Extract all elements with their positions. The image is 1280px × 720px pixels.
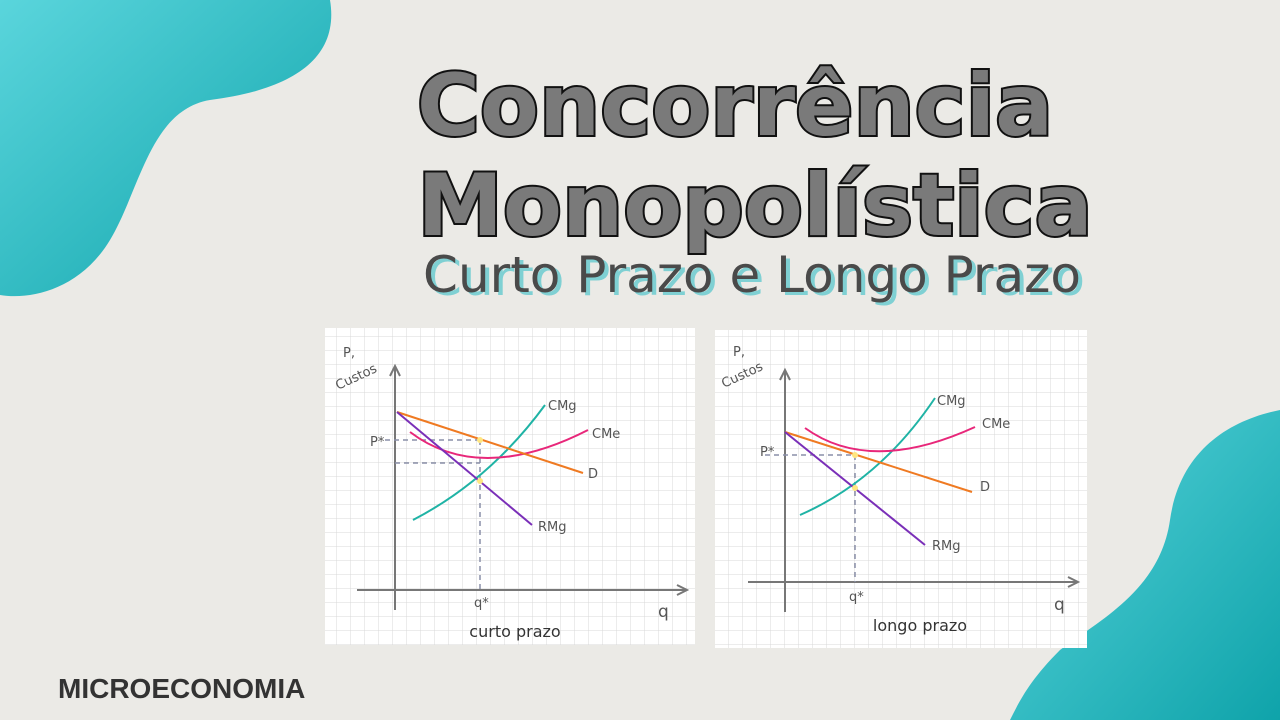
y-axis-label: P, — [343, 346, 355, 361]
quantity-label: q* — [474, 596, 489, 611]
curve-label: CMg — [548, 399, 577, 414]
cme-curve — [804, 426, 976, 453]
cmg-curve — [412, 404, 546, 521]
footer: MICROECONOMIA — [58, 673, 305, 704]
panel-grid — [715, 330, 1087, 648]
demand-line — [784, 431, 973, 493]
subtitle-shadow: Curto Prazo e Longo Prazo — [427, 249, 1085, 307]
curve-label: RMg — [932, 539, 961, 554]
price-label: P* — [760, 445, 775, 460]
price-label: P* — [370, 435, 385, 450]
x-axis-label: q — [1054, 595, 1065, 615]
caption: longo prazo — [873, 616, 967, 635]
curve-label: CMe — [592, 427, 620, 442]
x-axis — [748, 576, 1081, 588]
x-axis-label: q — [658, 602, 669, 622]
guide-lines — [765, 454, 856, 582]
curve-label: CMg — [937, 394, 966, 409]
cme-curve — [409, 429, 589, 459]
panel-grid — [325, 328, 695, 645]
rmg-line — [396, 411, 533, 526]
title-line: Concorrência — [417, 56, 1053, 156]
y-axis-label: P, — [733, 345, 745, 360]
blob-top-left — [0, 0, 332, 297]
x-axis — [357, 584, 690, 596]
curve-label: D — [980, 480, 990, 495]
point — [477, 478, 483, 484]
point — [852, 485, 858, 491]
y-axis — [779, 367, 791, 612]
guide-lines — [385, 439, 481, 590]
curve-label: RMg — [538, 520, 567, 535]
curve-label: CMe — [982, 417, 1010, 432]
point — [477, 437, 483, 443]
title-line: Monopolística — [417, 156, 1092, 256]
caption: curto prazo — [469, 622, 560, 641]
subtitle: Curto Prazo e Longo Prazo — [423, 246, 1081, 304]
demand-line — [396, 411, 584, 474]
curve-label: D — [588, 467, 598, 482]
quantity-label: q* — [849, 590, 864, 605]
point — [852, 452, 858, 458]
y-axis — [389, 363, 401, 610]
cmg-curve — [799, 397, 936, 516]
